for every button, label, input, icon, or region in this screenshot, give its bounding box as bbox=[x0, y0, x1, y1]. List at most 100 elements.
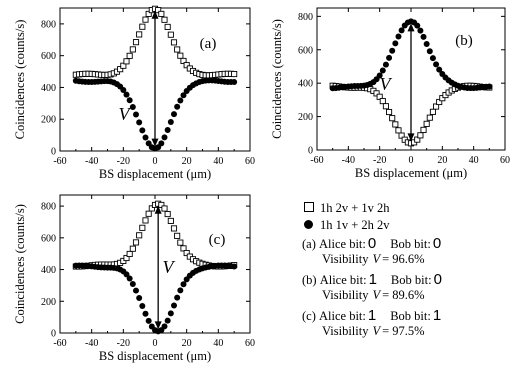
data-point-circle bbox=[139, 127, 146, 134]
data-point-circle bbox=[133, 287, 139, 294]
arrow-head-down-icon bbox=[151, 138, 159, 147]
data-point-circle bbox=[392, 40, 399, 47]
data-point-square bbox=[170, 39, 178, 46]
legend-block: 1h 2v + 1v 2h 1h 1v + 2h 2v (a) Alice bi… bbox=[302, 200, 510, 342]
data-point-circle bbox=[382, 61, 389, 68]
y-tick-label: 0 bbox=[51, 147, 56, 158]
data-point-circle bbox=[389, 47, 396, 54]
data-point-circle bbox=[171, 302, 177, 309]
data-point-square bbox=[142, 16, 149, 23]
alice-text: Alice bit: bbox=[319, 237, 366, 251]
data-point-square bbox=[158, 201, 165, 209]
data-point-square bbox=[167, 31, 174, 38]
x-axis-label: BS displacement (μm) bbox=[355, 166, 467, 180]
data-point-circle bbox=[133, 111, 139, 118]
data-point-square bbox=[386, 108, 393, 116]
data-point-square bbox=[439, 95, 446, 102]
bob-text: Bob bit: bbox=[390, 309, 431, 323]
data-point-square bbox=[376, 93, 383, 100]
data-point-circle bbox=[164, 317, 171, 324]
visibility-symbol: V bbox=[372, 288, 381, 302]
x-tick-label: 0 bbox=[153, 338, 158, 349]
visibility-label: V bbox=[163, 257, 176, 277]
data-point-square bbox=[126, 250, 133, 258]
config-a: (a) Alice bit: 0 Bob bit: 0 Visibility V… bbox=[302, 236, 510, 270]
data-point-square bbox=[180, 245, 187, 252]
y-tick-label: 0 bbox=[308, 146, 313, 157]
y-tick-label: 400 bbox=[41, 265, 56, 276]
visibility-value: = 89.6% bbox=[382, 288, 425, 302]
legend-entry-dots: 1h 1v + 2h 2v bbox=[302, 217, 510, 234]
data-point-circle bbox=[167, 118, 174, 125]
data-point-square bbox=[126, 52, 133, 59]
y-tick-label: 0 bbox=[51, 329, 56, 340]
filled-circle-marker bbox=[304, 220, 313, 230]
visibility-text: Visibility bbox=[322, 252, 369, 266]
x-tick-label: -20 bbox=[117, 156, 130, 167]
x-tick-label: 60 bbox=[245, 156, 255, 167]
alice-bit: 1 bbox=[367, 307, 377, 324]
data-point-circle bbox=[417, 27, 424, 34]
data-point-square bbox=[174, 46, 181, 53]
panel-label: (a) bbox=[200, 36, 217, 52]
data-point-circle bbox=[174, 103, 181, 110]
data-point-circle bbox=[177, 97, 184, 104]
bob-text: Bob bit: bbox=[390, 237, 431, 251]
data-point-square bbox=[164, 210, 171, 218]
data-point-square bbox=[436, 98, 443, 106]
series-filled-circles bbox=[72, 77, 238, 152]
x-tick-label: -60 bbox=[310, 155, 323, 166]
data-point-square bbox=[417, 132, 424, 139]
x-tick-label: 60 bbox=[245, 338, 255, 349]
data-point-square bbox=[389, 115, 396, 122]
data-point-circle bbox=[126, 275, 133, 282]
data-point-square bbox=[177, 239, 184, 246]
config-id: (b) bbox=[302, 273, 317, 287]
x-tick-label: 40 bbox=[213, 156, 223, 167]
x-tick-label: -60 bbox=[53, 338, 66, 349]
data-point-circle bbox=[164, 126, 171, 133]
data-point-square bbox=[392, 121, 399, 128]
x-tick-label: 40 bbox=[213, 338, 223, 349]
data-point-square bbox=[120, 62, 127, 69]
data-point-circle bbox=[429, 55, 436, 62]
data-point-circle bbox=[180, 281, 187, 288]
config-id: (c) bbox=[302, 309, 316, 323]
data-point-circle bbox=[136, 119, 143, 126]
x-tick-label: -20 bbox=[373, 155, 386, 166]
data-point-circle bbox=[161, 134, 168, 141]
data-point-circle bbox=[395, 33, 402, 40]
data-point-circle bbox=[123, 271, 130, 278]
data-point-square bbox=[170, 225, 178, 232]
data-point-circle bbox=[177, 287, 184, 294]
data-point-circle bbox=[174, 294, 181, 301]
data-point-circle bbox=[376, 72, 383, 79]
data-point-square bbox=[164, 23, 171, 30]
data-point-circle bbox=[386, 54, 393, 61]
data-point-square bbox=[123, 254, 130, 262]
data-point-circle bbox=[379, 67, 386, 74]
x-tick-label: 0 bbox=[153, 156, 158, 167]
data-point-square bbox=[139, 224, 146, 231]
data-point-square bbox=[423, 120, 430, 127]
data-point-circle bbox=[126, 97, 133, 104]
data-point-circle bbox=[433, 61, 440, 68]
data-point-square bbox=[382, 103, 389, 110]
data-point-circle bbox=[398, 27, 405, 34]
series-filled-circles bbox=[329, 18, 493, 92]
bob-text: Bob bit: bbox=[390, 273, 432, 287]
alice-text: Alice bit: bbox=[319, 273, 367, 287]
data-point-circle bbox=[145, 317, 152, 324]
x-tick-label: -20 bbox=[117, 338, 130, 349]
data-point-circle bbox=[486, 83, 493, 90]
panel-label: (b) bbox=[455, 33, 473, 49]
y-tick-label: 800 bbox=[41, 202, 56, 213]
data-point-circle bbox=[139, 302, 146, 309]
y-tick-label: 600 bbox=[298, 45, 313, 56]
visibility-text: Visibility bbox=[322, 324, 369, 338]
visibility-label: V bbox=[380, 74, 393, 94]
bob-bit: 1 bbox=[432, 307, 442, 324]
data-point-square bbox=[398, 132, 405, 139]
visibility-label: V bbox=[119, 104, 132, 124]
config-c: (c) Alice bit: 1 Bob bit: 1 Visibility V… bbox=[302, 308, 510, 342]
